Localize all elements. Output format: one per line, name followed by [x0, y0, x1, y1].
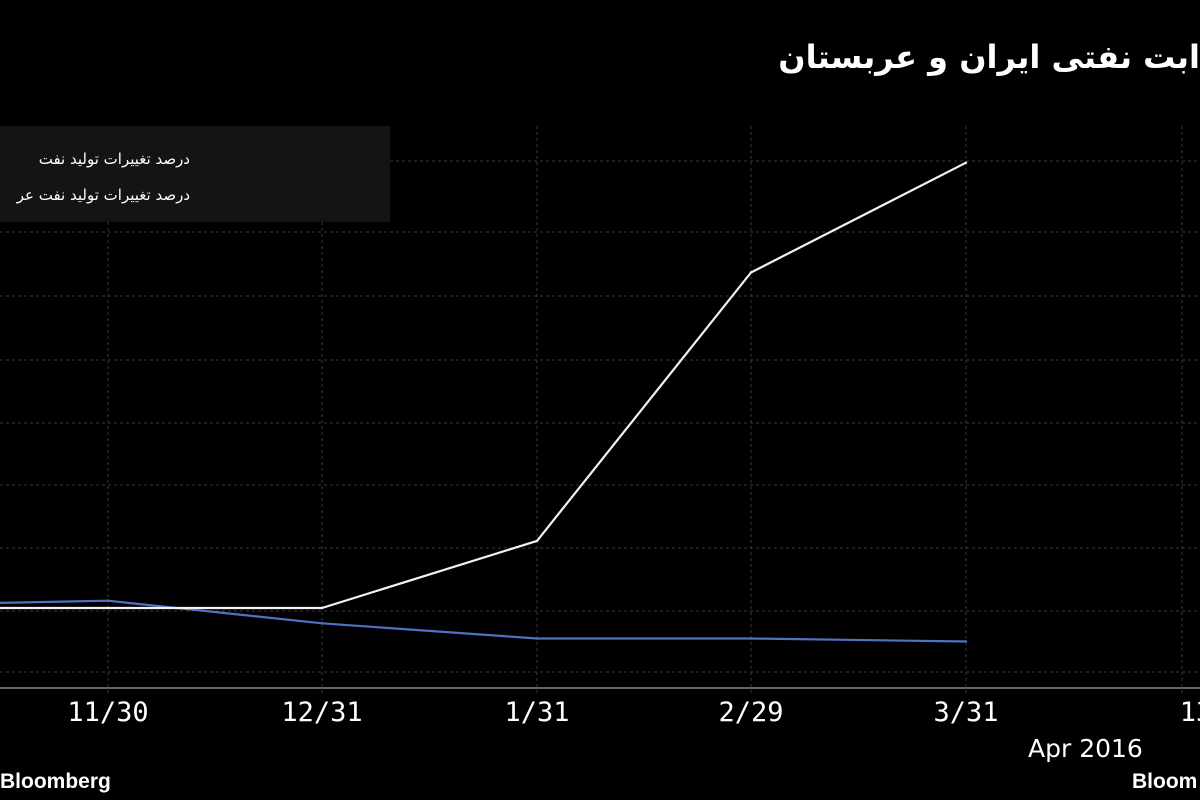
data-point-series-2 [964, 640, 968, 643]
x-tick-label: 3/31 [933, 697, 999, 728]
data-point-series-1 [749, 271, 753, 274]
period-label: Apr 2016 [1028, 734, 1143, 763]
bloomberg-logo-partial: Bloom [1132, 770, 1198, 793]
legend: درصد تغییرات تولید نفت درصد تغییرات تولی… [0, 126, 390, 222]
data-point-series-1 [535, 539, 539, 543]
series-layer [0, 161, 968, 643]
legend-entry-series-1: درصد تغییرات تولید نفت [38, 150, 190, 168]
data-point-series-1 [320, 606, 324, 610]
series-line-2 [0, 599, 967, 643]
data-point-series-2 [106, 599, 110, 602]
legend-entry-series-2: درصد تغییرات تولید نفت عر [16, 186, 190, 204]
x-tick-label: 12/31 [281, 697, 363, 728]
data-point-series-1 [964, 161, 968, 164]
x-tick-label: 11/30 [67, 697, 149, 728]
data-point-series-2 [320, 622, 324, 625]
x-tick-label: 1/31 [504, 697, 570, 728]
x-tick-label: 2/29 [718, 697, 784, 728]
x-tick-label: 13 [1179, 697, 1200, 728]
horizontal-gridlines [0, 160, 1200, 673]
bloomberg-logo: Bloomberg [0, 770, 111, 793]
chart-title: ابت نفتی ایران و عربستان [778, 38, 1200, 76]
series-line-1 [0, 161, 967, 610]
data-point-series-2 [535, 637, 539, 640]
data-point-series-1 [106, 606, 110, 610]
data-point-series-2 [749, 637, 753, 640]
